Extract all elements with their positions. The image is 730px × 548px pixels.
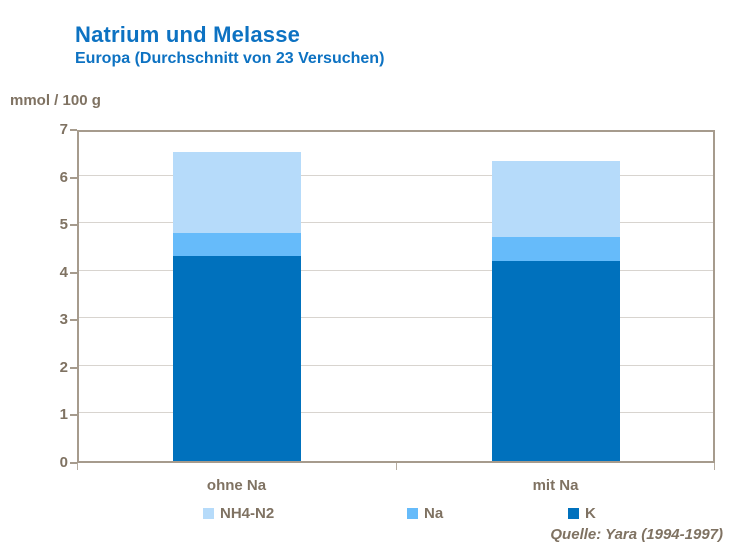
x-tick-mark-1	[396, 463, 397, 470]
y-tick-mark-5	[70, 224, 77, 227]
category-label-0: ohne Na	[206, 477, 267, 494]
x-tick-mark-2	[714, 463, 715, 470]
legend-label: NH4-N2	[220, 505, 275, 522]
segment-nh4-n2-1	[491, 161, 620, 238]
legend-item-na: Na	[407, 505, 443, 522]
category-label-1: mit Na	[532, 477, 579, 494]
segment-k-1	[491, 261, 620, 461]
legend-swatch-icon	[568, 508, 579, 519]
y-tick-label-2: 2	[59, 358, 68, 376]
gridline-y5	[79, 222, 713, 224]
x-tick-mark-0	[77, 463, 78, 470]
plot-area	[77, 130, 715, 463]
y-tick-label-3: 3	[59, 311, 68, 329]
y-tick-label-5: 5	[59, 216, 68, 234]
gridline-y1	[79, 412, 713, 414]
y-tick-mark-4	[70, 271, 77, 274]
y-tick-mark-7	[70, 129, 77, 131]
y-tick-label-7: 7	[59, 121, 68, 138]
y-tick-label-6: 6	[59, 168, 68, 186]
y-tick-mark-1	[70, 414, 77, 417]
y-tick-mark-3	[70, 319, 77, 322]
y-tick-mark-0	[70, 462, 77, 464]
chart-legend: NH4-N2 Na K	[0, 505, 730, 525]
bar-ohne-na	[172, 151, 301, 461]
y-tick-mark-2	[70, 366, 77, 369]
y-tick-label-4: 4	[59, 263, 68, 281]
legend-item-k: K	[568, 505, 596, 522]
legend-swatch-icon	[203, 508, 214, 519]
legend-swatch-icon	[407, 508, 418, 519]
legend-item-nh4-n2: NH4-N2	[203, 505, 274, 522]
bar-mit-na	[491, 161, 620, 461]
y-axis-unit-label: mmol / 100 g	[10, 92, 101, 109]
source-note: Quelle: Yara (1994-1997)	[550, 526, 723, 543]
segment-k-0	[172, 256, 301, 461]
gridline-y4	[79, 269, 713, 271]
y-tick-mark-6	[70, 176, 77, 179]
chart-subtitle: Europa (Durchschnitt von 23 Versuchen)	[75, 50, 385, 67]
segment-na-0	[172, 232, 301, 257]
gridline-y2	[79, 364, 713, 366]
legend-label: Na	[424, 505, 444, 522]
gridline-y6	[79, 174, 713, 176]
legend-label: K	[585, 505, 596, 522]
segment-nh4-n2-0	[172, 151, 301, 233]
chart-title: Natrium und Melasse	[75, 22, 301, 47]
y-tick-label-1: 1	[59, 406, 68, 424]
gridline-y3	[79, 317, 713, 319]
segment-na-1	[491, 237, 620, 262]
y-tick-label-0: 0	[59, 454, 68, 471]
